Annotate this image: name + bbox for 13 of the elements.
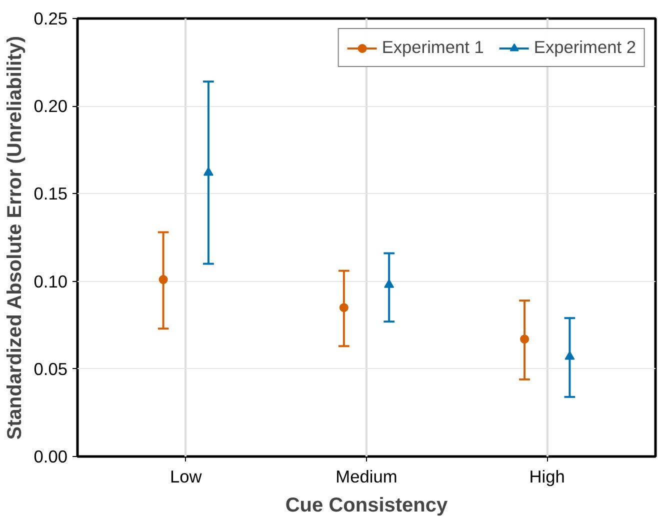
y-axis-title: Standardized Absolute Error (Unreliability) bbox=[4, 36, 26, 440]
legend-label: Experiment 2 bbox=[534, 37, 636, 58]
y-tick-label: 0.05 bbox=[34, 358, 68, 379]
x-tick-label: High bbox=[529, 466, 565, 486]
y-tick-label: 0.25 bbox=[34, 8, 68, 28]
y-tick-label: 0.10 bbox=[34, 271, 68, 292]
y-tick-label: 0.20 bbox=[34, 96, 68, 116]
x-axis-title: Cue Consistency bbox=[285, 494, 449, 516]
legend-label: Experiment 1 bbox=[382, 37, 484, 58]
y-tick-label: 0.15 bbox=[34, 184, 68, 204]
x-tick-label: Medium bbox=[336, 466, 398, 486]
y-tick-label: 0.00 bbox=[34, 446, 68, 466]
x-tick-label: Low bbox=[170, 466, 202, 486]
